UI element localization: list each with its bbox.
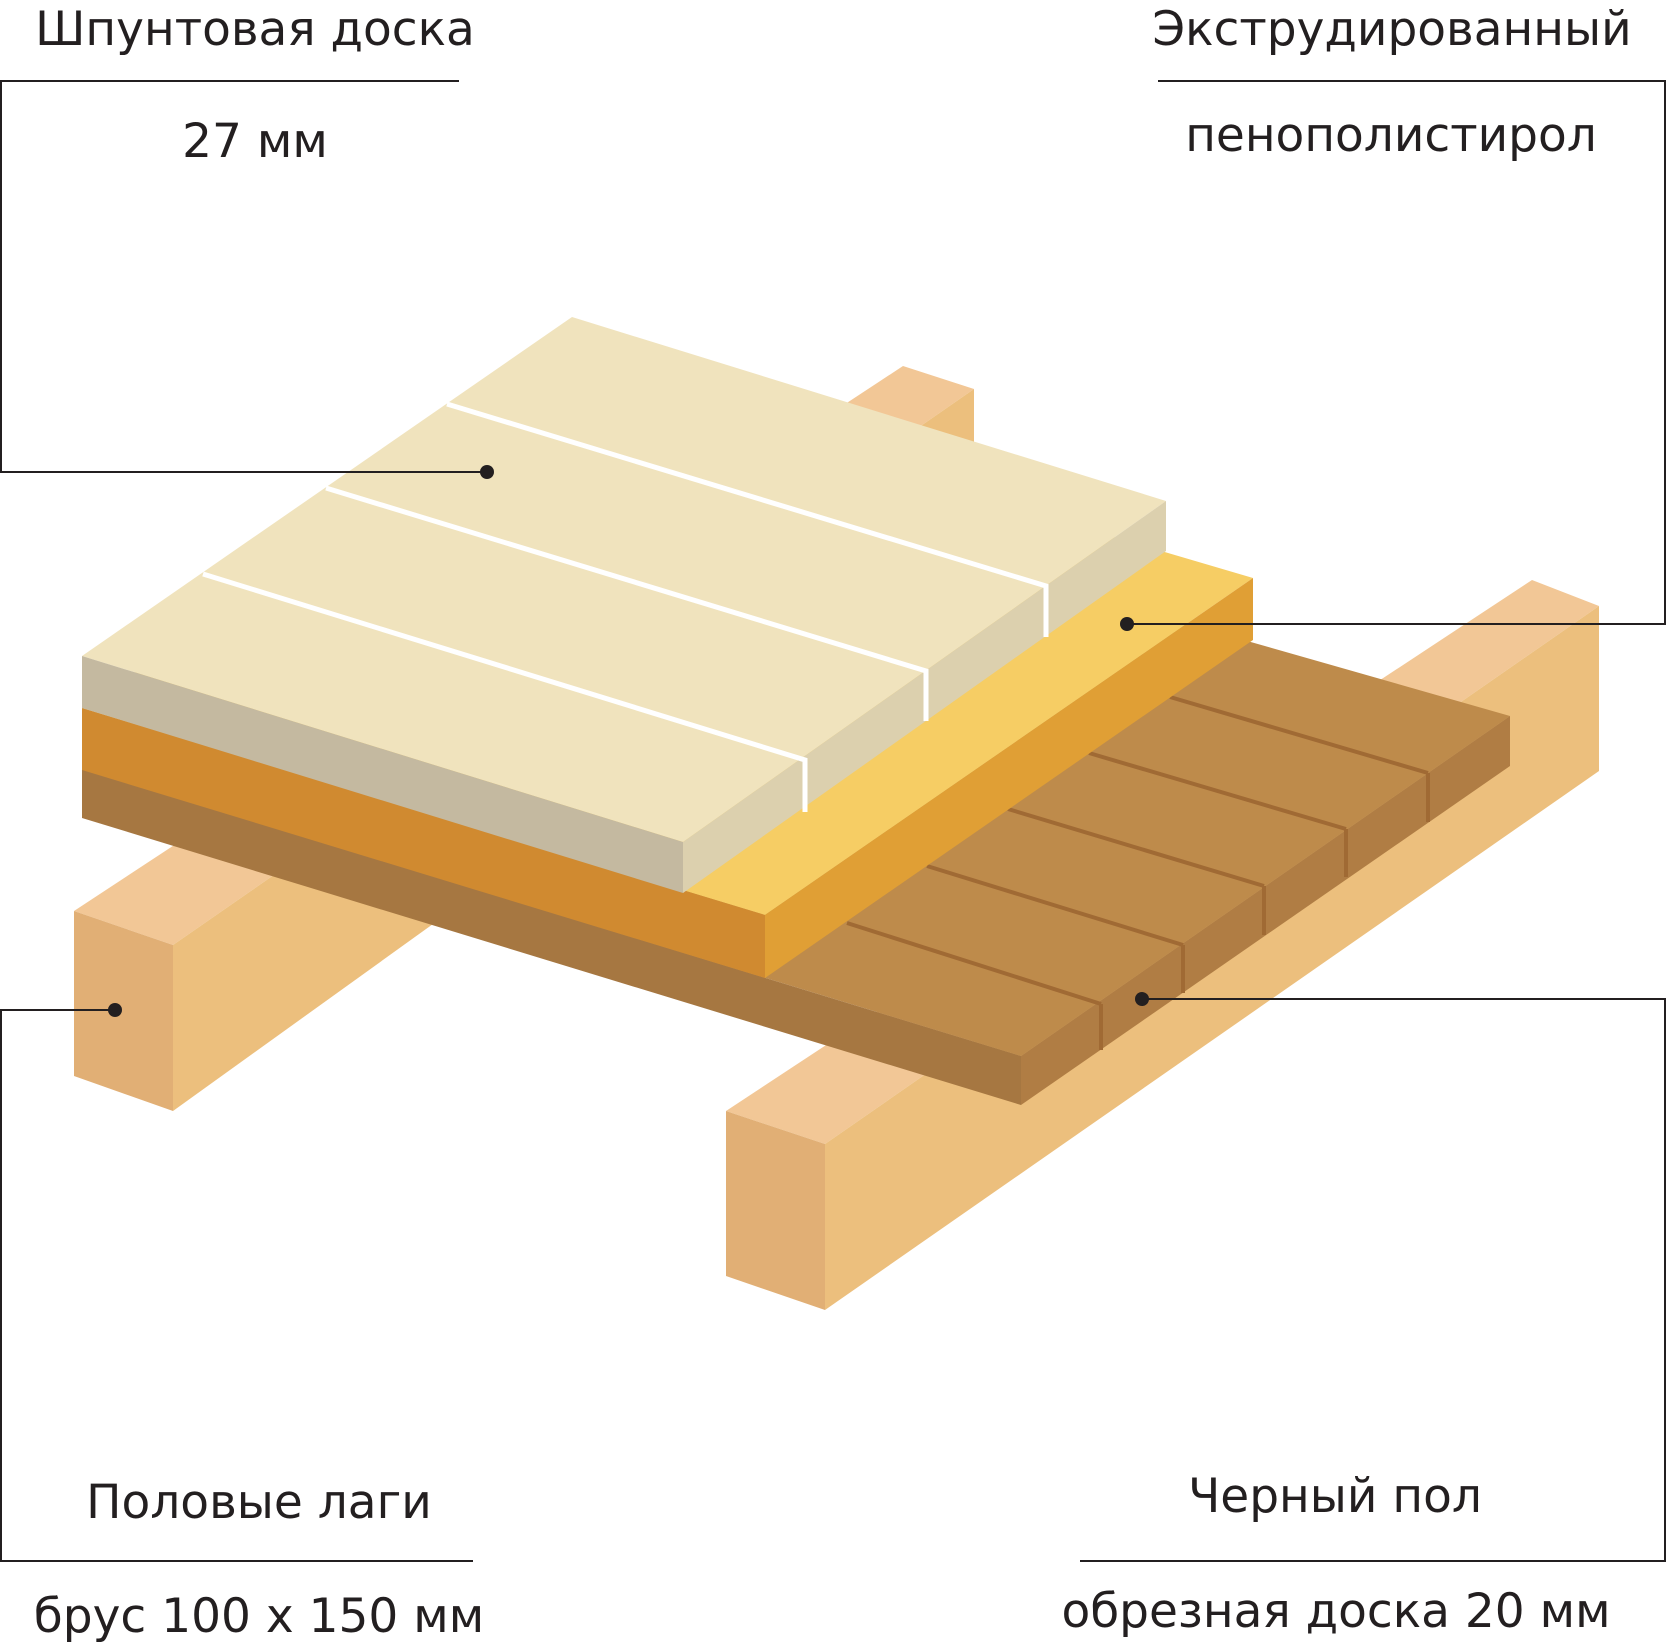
joist-back-front: [74, 911, 173, 1111]
subfloor-front: [82, 769, 1021, 1105]
leader-tongue-board: [0, 80, 487, 473]
board-front: [82, 656, 683, 893]
label-subfloor-size: обрезная доска 20 мм: [1061, 1584, 1610, 1639]
leader-subfloor: [1080, 998, 1666, 1562]
label-insulation-line1: Экструдированный: [1152, 2, 1631, 57]
label-tongue-board-title: Шпунтовая доска: [35, 2, 475, 57]
dot-subfloor: [1135, 992, 1149, 1006]
foam-front: [82, 708, 765, 978]
board-seams: [202, 401, 1049, 812]
tongue-board-layer: [82, 317, 1166, 893]
label-insulation-line2: пенополистирол: [1185, 108, 1597, 163]
leader-lines: [0, 80, 1666, 1562]
dot-insulation: [1120, 617, 1134, 631]
label-joists-size: брус 100 х 150 мм: [34, 1589, 484, 1644]
joist-front-front: [726, 1111, 825, 1310]
label-joists-title: Половые лаги: [86, 1475, 432, 1530]
leader-dots: [108, 465, 1149, 1017]
label-tongue-board-size: 27 мм: [182, 114, 328, 169]
label-subfloor-title: Черный пол: [1188, 1469, 1482, 1524]
leader-insulation: [1127, 80, 1666, 625]
subfloor-board-seams: [846, 695, 1430, 1050]
dot-joists: [108, 1003, 122, 1017]
dot-tongue-board: [480, 465, 494, 479]
leader-joists: [0, 1009, 473, 1562]
foam-end: [765, 578, 1253, 978]
